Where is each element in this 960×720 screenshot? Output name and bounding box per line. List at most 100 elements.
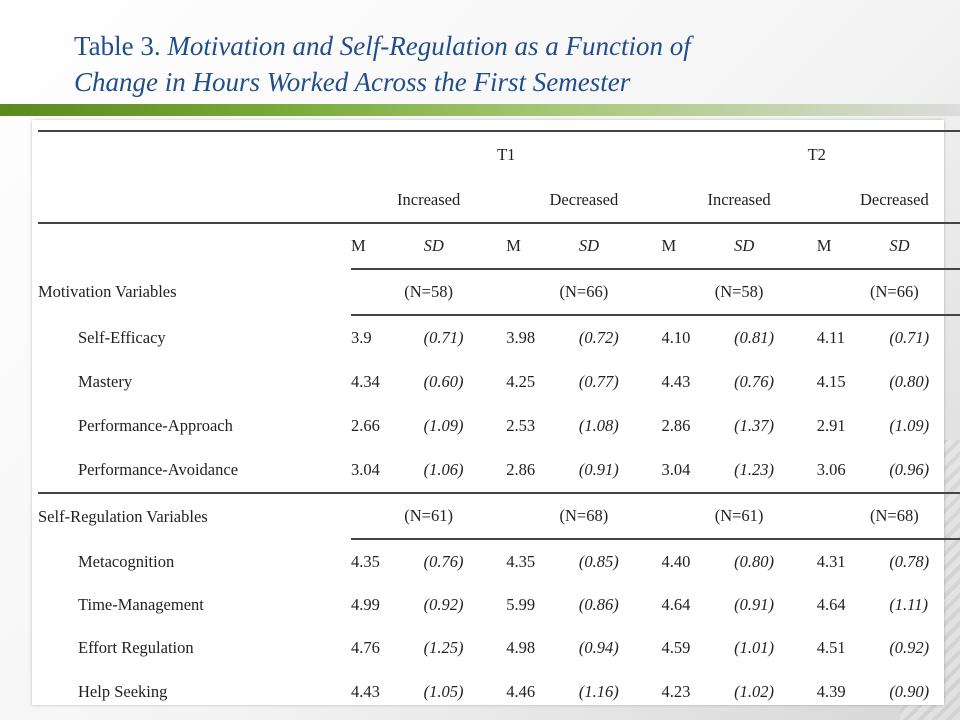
cell-sd: (0.96) — [889, 460, 930, 479]
results-table: T1 T2 Increased Decreased Increased Decr… — [38, 130, 960, 714]
header-row-stats: M SD M SD M SD M SD — [38, 223, 960, 270]
section-n: (N=61) — [351, 492, 507, 540]
table-row: Performance-Approach 2.66 (1.09) 2.53 (1… — [38, 404, 960, 448]
slide-title: Table 3. Motivation and Self-Regulation … — [74, 28, 934, 100]
cell-sd: (0.91) — [734, 595, 774, 614]
table-row: Time-Management 4.99 (0.92) 5.99 (0.86) … — [38, 584, 960, 626]
cell-sd: (1.09) — [423, 416, 464, 435]
section-label: Motivation Variables — [38, 282, 177, 301]
header-sd: SD — [578, 223, 662, 270]
row-label: Performance-Avoidance — [78, 460, 239, 479]
cell-m: 4.34 — [351, 372, 380, 391]
row-label: Metacognition — [78, 551, 175, 571]
cell-sd: (0.60) — [423, 372, 464, 391]
table-row: Effort Regulation 4.76 (1.25) 4.98 (0.94… — [38, 626, 960, 670]
table-row: Mastery 4.34 (0.60) 4.25 (0.77) 4.43 (0.… — [38, 360, 960, 404]
header-row-groups: Increased Decreased Increased Decreased — [38, 178, 960, 224]
cell-m: 2.86 — [661, 416, 691, 435]
cell-sd: (0.77) — [578, 372, 619, 391]
cell-m: 4.35 — [506, 552, 536, 571]
header-row-timepoints: T1 T2 — [38, 130, 960, 178]
cell-m: 2.91 — [816, 416, 846, 435]
table-row: Performance-Avoidance 3.04 (1.06) 2.86 (… — [38, 448, 960, 493]
cell-sd: (1.11) — [889, 595, 928, 614]
cell-m: 4.25 — [506, 372, 536, 391]
cell-sd: (0.90) — [889, 682, 930, 701]
cell-sd: (0.72) — [578, 328, 619, 347]
header-m: M — [661, 223, 735, 270]
cell-m: 4.11 — [816, 328, 845, 347]
header-group: Decreased — [816, 178, 960, 224]
cell-m: 3.04 — [661, 460, 691, 479]
cell-m: 4.64 — [661, 595, 691, 614]
row-label: Self-Efficacy — [78, 327, 166, 347]
header-group: Increased — [661, 178, 817, 224]
title-accent-bar — [0, 104, 960, 116]
header-m: M — [506, 223, 579, 270]
cell-m: 4.59 — [661, 638, 691, 657]
header-t2: T2 — [661, 130, 960, 178]
cell-m: 4.46 — [506, 682, 536, 701]
cell-sd: (0.94) — [578, 638, 619, 657]
table-title-line-2: Change in Hours Worked Across the First … — [74, 67, 631, 97]
table-card: T1 T2 Increased Decreased Increased Decr… — [32, 120, 960, 705]
section-n: (N=58) — [351, 269, 507, 316]
row-label: Effort Regulation — [78, 638, 194, 657]
cell-sd: (0.78) — [889, 552, 930, 571]
cell-sd: (1.05) — [423, 682, 464, 701]
section-n: (N=68) — [816, 492, 960, 540]
section-row: Self-Regulation Variables (N=61) (N=68) … — [38, 492, 960, 540]
cell-sd: (0.71) — [889, 328, 930, 347]
cell-sd: (1.06) — [423, 460, 464, 479]
table-number: Table 3. — [74, 31, 161, 61]
table-row: Metacognition 4.35 (0.76) 4.35 (0.85) 4.… — [38, 539, 960, 584]
cell-sd: (0.71) — [423, 328, 464, 347]
cell-m: 4.35 — [351, 552, 380, 571]
cell-sd: (1.01) — [734, 638, 774, 657]
header-group: Decreased — [506, 178, 662, 224]
row-label: Mastery — [78, 372, 133, 391]
cell-m: 4.10 — [661, 328, 691, 347]
cell-sd: (1.25) — [423, 638, 464, 657]
header-m: M — [816, 223, 890, 270]
row-label: Time-Management — [78, 595, 204, 614]
row-label: Help Seeking — [78, 682, 168, 701]
header-group: Increased — [351, 178, 507, 224]
cell-sd: (0.81) — [734, 328, 774, 347]
cell-m: 4.15 — [816, 372, 846, 391]
table-title-line-1: Motivation and Self-Regulation as a Func… — [167, 31, 691, 61]
section-label: Self-Regulation Variables — [38, 492, 351, 539]
cell-sd: (1.37) — [734, 416, 774, 435]
cell-sd: (0.85) — [578, 552, 619, 571]
cell-m: 2.66 — [351, 416, 380, 435]
cell-sd: (0.86) — [578, 595, 619, 614]
cell-m: 4.39 — [816, 682, 846, 701]
cell-m: 4.23 — [661, 682, 691, 701]
cell-sd: (0.76) — [734, 372, 774, 391]
cell-sd: (1.09) — [889, 416, 930, 435]
table-row: Self-Efficacy 3.9 (0.71) 3.98 (0.72) 4.1… — [38, 315, 960, 360]
cell-m: 4.98 — [506, 638, 536, 657]
cell-sd: (0.92) — [423, 595, 464, 614]
cell-m: 5.99 — [506, 595, 536, 614]
cell-m: 4.40 — [661, 552, 691, 571]
section-n: (N=58) — [661, 269, 817, 316]
section-n: (N=66) — [816, 269, 960, 316]
cell-sd: (0.80) — [734, 552, 774, 571]
section-row: Motivation Variables (N=58) (N=66) (N=58… — [38, 269, 960, 316]
cell-sd: (1.08) — [578, 416, 619, 435]
header-m: M — [351, 223, 424, 270]
cell-m: 2.86 — [506, 460, 536, 479]
cell-m: 2.53 — [506, 416, 536, 435]
header-sd: SD — [423, 223, 507, 270]
cell-m: 4.51 — [816, 638, 846, 657]
cell-m: 4.76 — [351, 638, 380, 657]
header-t1: T1 — [351, 130, 662, 178]
section-n: (N=61) — [661, 492, 817, 540]
cell-m: 4.43 — [351, 682, 380, 701]
section-n: (N=66) — [506, 269, 662, 316]
cell-m: 3.9 — [351, 328, 372, 347]
cell-m: 3.04 — [351, 460, 380, 479]
cell-sd: (0.91) — [578, 460, 619, 479]
cell-m: 3.98 — [506, 328, 536, 347]
